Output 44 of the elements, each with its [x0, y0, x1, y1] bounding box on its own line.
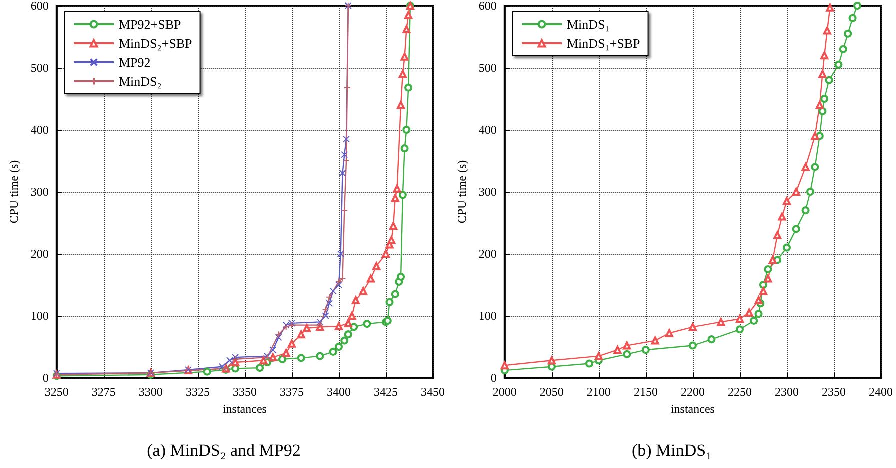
x-tick-label: 3325 — [186, 385, 210, 399]
x-tick-label: 3450 — [421, 385, 445, 399]
y-axis-title: CPU time (s) — [7, 160, 21, 224]
y-tick-label: 300 — [478, 185, 497, 199]
x-tick-label: 3425 — [374, 385, 398, 399]
text: (b) MinDS₁ — [632, 441, 712, 460]
legend-label: MinDS₁ — [567, 17, 610, 32]
x-axis-title: instances — [670, 402, 716, 416]
y-tick-label: 300 — [30, 185, 49, 199]
x-tick-label: 2250 — [728, 385, 752, 399]
x-tick-label: 2350 — [822, 385, 846, 399]
x-tick-label: 2400 — [869, 385, 893, 399]
x-axis-title: instances — [222, 402, 268, 416]
x-tick-label: 3250 — [44, 385, 69, 399]
y-tick-label: 0 — [42, 371, 49, 385]
x-tick-label: 2050 — [540, 385, 564, 399]
y-tick-label: 100 — [478, 309, 497, 323]
x-tick-label: 2000 — [492, 385, 517, 399]
text: (a) MinDS₂ and MP92 — [147, 441, 301, 460]
x-tick-label: 3275 — [92, 385, 116, 399]
x-tick-label: 3400 — [326, 385, 351, 399]
legend-label: MP92 — [119, 55, 151, 70]
y-axis-title: CPU time (s) — [455, 160, 469, 224]
y-tick-label: 200 — [478, 247, 497, 261]
x-tick-label: 2150 — [634, 385, 658, 399]
legend-label: MinDS₂+SBP — [119, 36, 192, 51]
x-tick-label: 2100 — [586, 385, 611, 399]
y-tick-label: 500 — [30, 61, 49, 75]
x-tick-label: 3300 — [138, 385, 163, 399]
y-tick-label: 400 — [478, 123, 497, 137]
legend-label: MP92+SBP — [119, 17, 182, 32]
y-tick-label: 0 — [490, 371, 497, 385]
legend-label: MinDS₂ — [119, 74, 162, 89]
y-tick-label: 200 — [30, 247, 49, 261]
y-tick-label: 400 — [30, 123, 49, 137]
x-tick-label: 3375 — [280, 385, 304, 399]
legend-label: MinDS₁+SBP — [567, 36, 640, 51]
y-tick-label: 600 — [30, 0, 49, 13]
x-tick-label: 3350 — [232, 385, 257, 399]
y-tick-label: 600 — [478, 0, 497, 13]
x-tick-label: 2200 — [680, 385, 705, 399]
y-tick-label: 500 — [478, 61, 497, 75]
y-tick-label: 100 — [30, 309, 49, 323]
x-tick-label: 2300 — [774, 385, 799, 399]
